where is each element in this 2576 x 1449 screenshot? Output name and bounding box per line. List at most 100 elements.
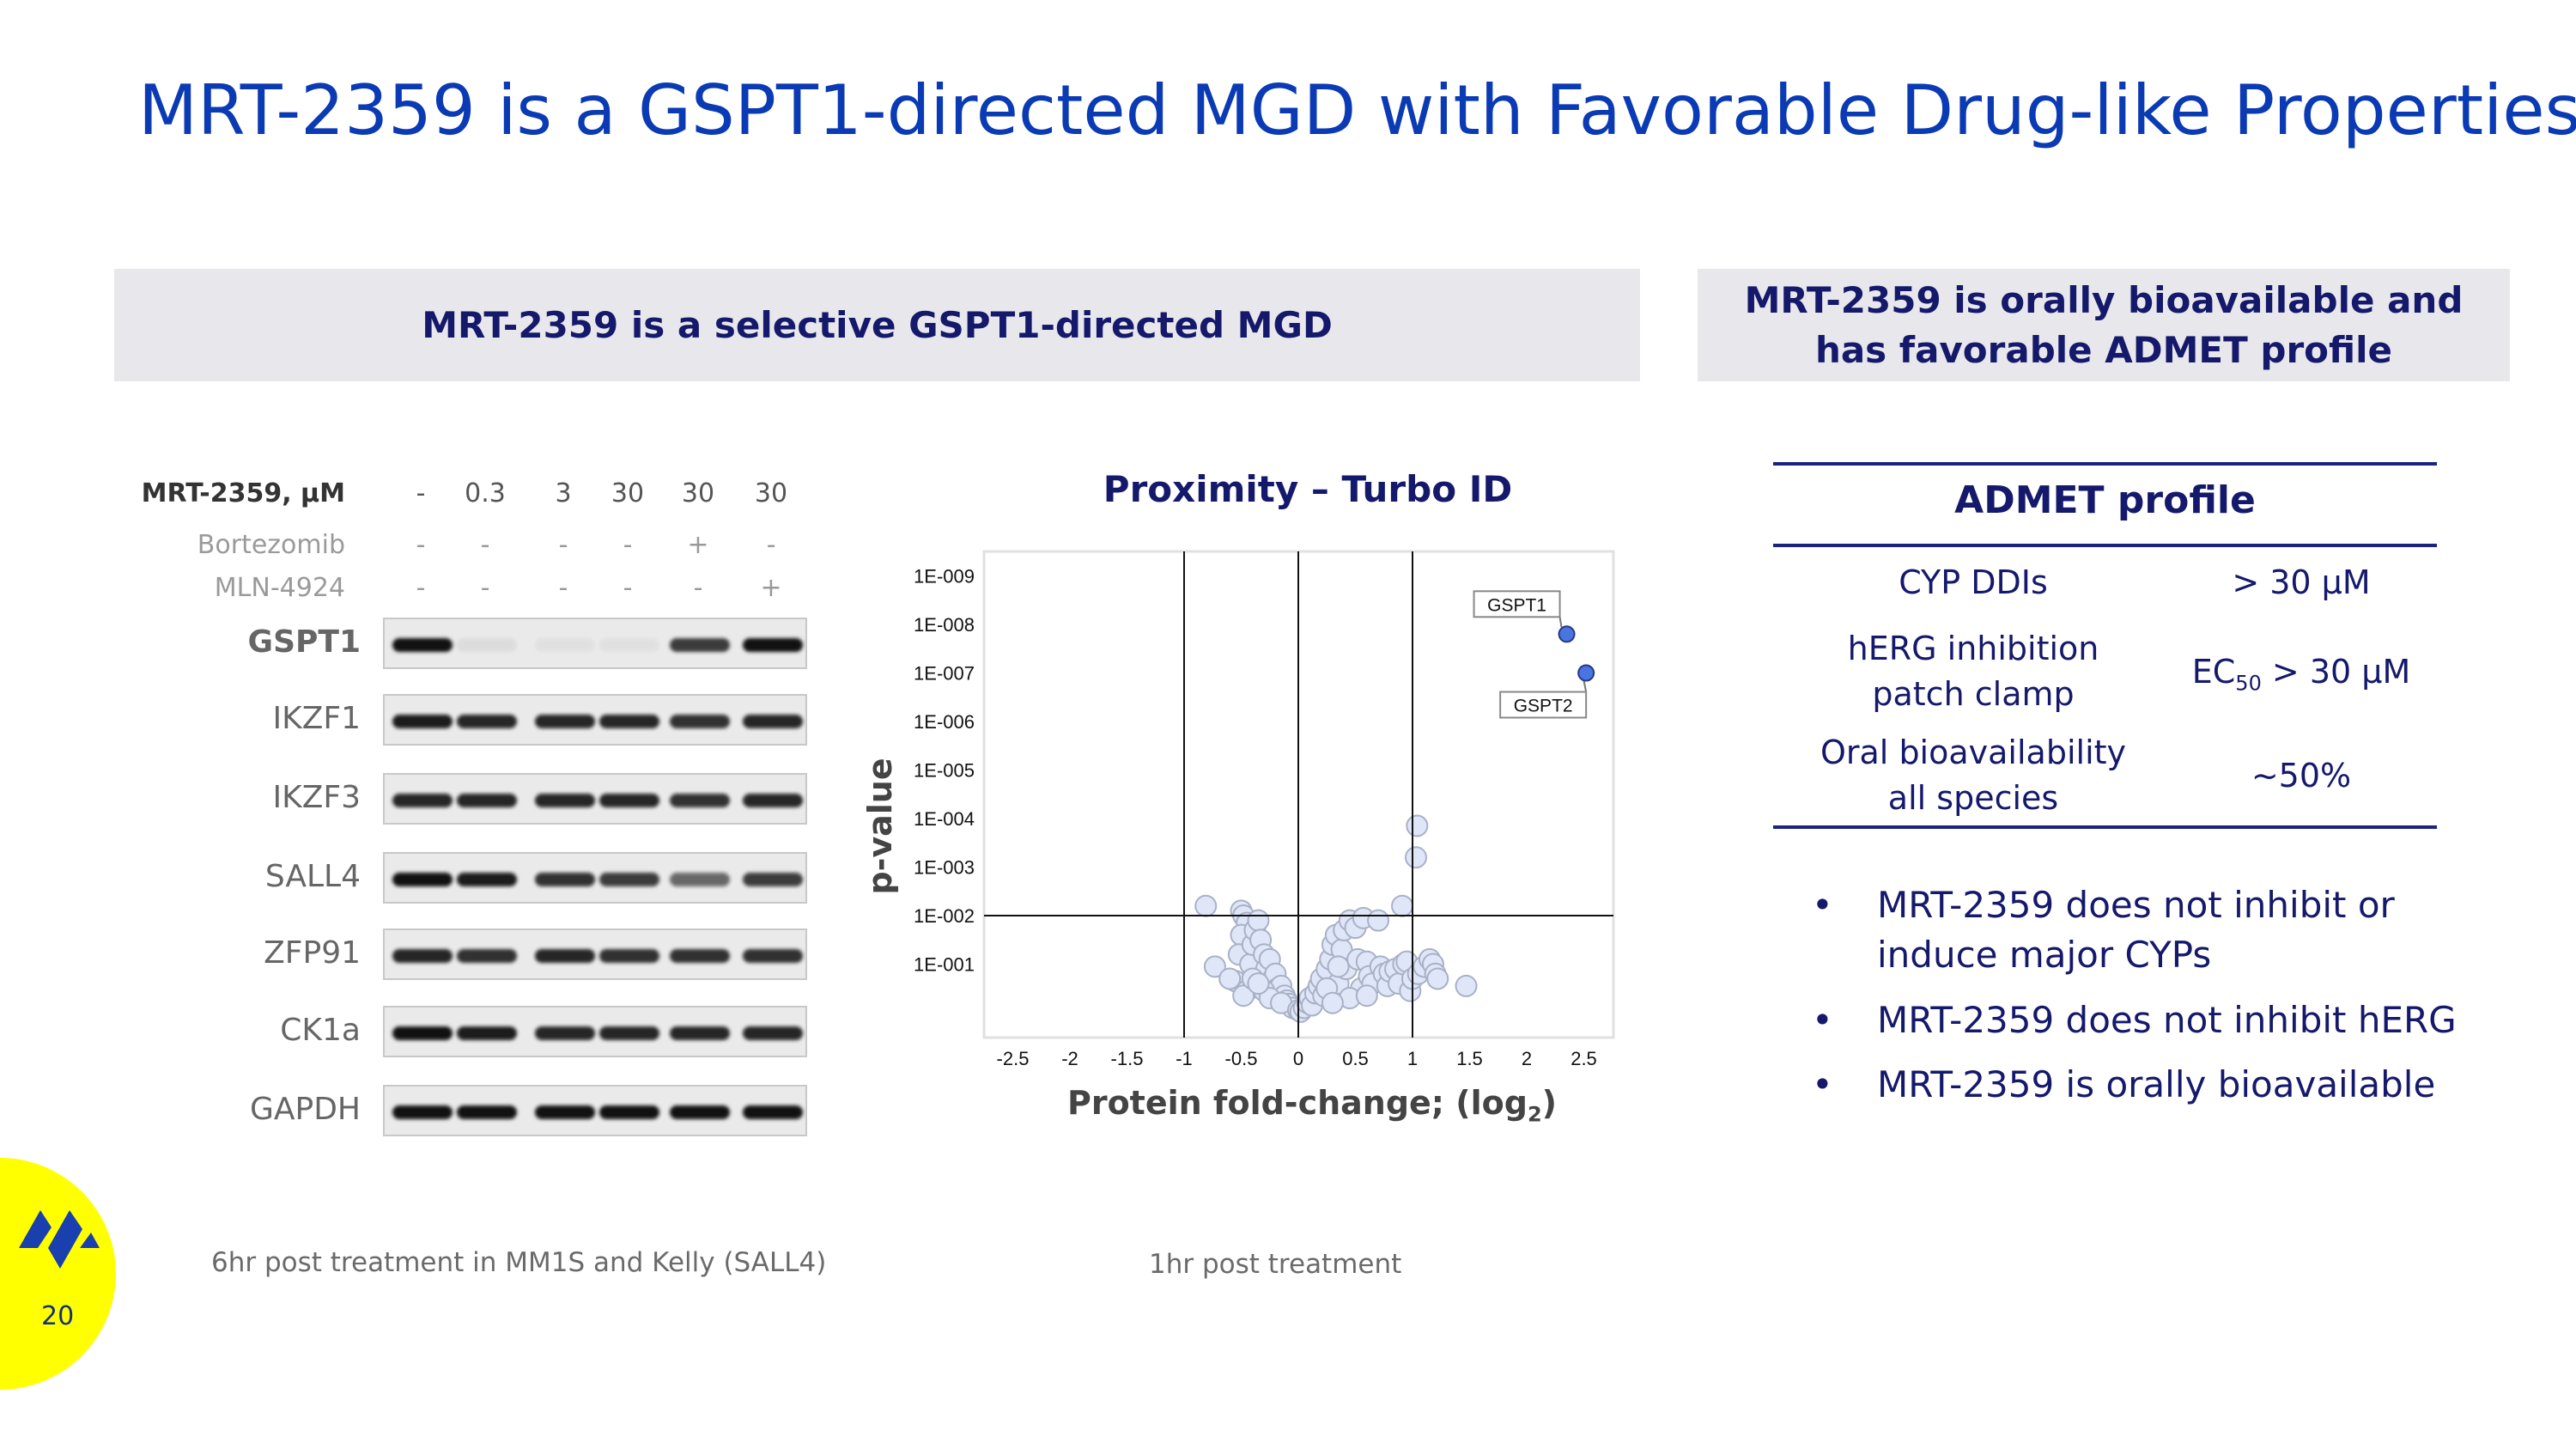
lane-value: - [558,530,568,560]
left-section-header-text: MRT-2359 is a selective GSPT1-directed M… [422,303,1333,346]
protein-band [535,873,595,886]
right-section-header: MRT-2359 is orally bioavailable and has … [1698,269,2510,381]
lane-value: - [416,573,426,603]
x-axis-label: Protein fold-change; (log2) [1067,1084,1557,1127]
data-point [1404,846,1427,869]
right-header-line1: MRT-2359 is orally bioavailable and [1744,278,2464,321]
x-tick-label: -2.5 [997,1048,1030,1069]
volcano-footnote: 1hr post treatment [1149,1249,1402,1280]
blot-row-header: Bortezomib [197,530,345,560]
row-oral-label1: Oral bioavailability [1820,734,2127,771]
left-section-header: MRT-2359 is a selective GSPT1-directed M… [114,269,1640,381]
x-tick-label: 0 [1293,1048,1303,1069]
protein-band [457,949,517,963]
x-tick-label: -0.5 [1225,1048,1258,1069]
x-axis-label-end: ) [1541,1084,1558,1122]
protein-band [670,638,730,652]
y-tick-label: 1E-008 [914,614,975,636]
point-label: GSPT1 [1487,595,1546,615]
protein-band [392,794,453,807]
row-herg-value: EC50 > 30 µM [2147,649,2456,707]
table-top-rule [1773,462,2437,466]
protein-band [392,715,453,728]
protein-band [743,1026,803,1040]
row-cyp-label: CYP DDIs [1899,563,2048,601]
data-point [1321,991,1344,1014]
data-point [1355,984,1378,1008]
row-oral-label: Oral bioavailability all species [1819,730,2128,821]
table-bottom-rule [1773,825,2437,829]
blot-strip [383,694,807,746]
lane-value: - [480,573,490,603]
data-point [1203,955,1226,978]
lane-value: - [623,530,633,560]
data-point [1218,967,1242,990]
protein-band [743,638,803,652]
slide-title: MRT-2359 is a GSPT1-directed MGD with Fa… [138,70,2576,150]
data-point [1194,894,1218,917]
blot-strip [383,928,807,980]
y-tick-label: 1E-005 [914,760,975,782]
protein-band [599,794,659,807]
protein-band [535,715,595,728]
point-label-box [1473,590,1561,618]
x-tick-label: 2 [1522,1048,1532,1069]
lane-value: - [416,530,426,560]
bullet-2: MRT-2359 does not inhibit hERG [1877,999,2457,1041]
protein-band [457,1026,517,1040]
protein-band [599,1026,659,1040]
lane-value: 30 [611,478,645,508]
protein-band [457,794,517,807]
row-herg-label2: patch clamp [1872,675,2075,713]
protein-band [457,1105,517,1119]
protein-band [743,949,803,963]
lane-value: + [687,530,709,560]
blot-strip [383,1006,807,1057]
blot-row-header: MRT-2359, µM [141,478,345,508]
y-tick-label: 1E-006 [914,711,975,733]
protein-label: GSPT1 [247,624,361,660]
protein-band [670,715,730,728]
protein-band [599,715,659,728]
blot-footnote: 6hr post treatment in MM1S and Kelly (SA… [211,1247,827,1278]
protein-band [599,638,659,652]
blot-strip [383,773,807,825]
x-tick-label: 1.5 [1456,1048,1483,1069]
y-tick-label: 1E-001 [914,954,975,976]
protein-band [392,949,453,963]
x-tick-label: -1 [1176,1048,1193,1069]
point-label: GSPT2 [1514,697,1573,716]
protein-band [535,794,595,807]
x-tick-label: 0.5 [1342,1048,1369,1069]
chart-title: Proximity – Turbo ID [1103,468,1513,510]
protein-band [392,1026,453,1040]
protein-label: IKZF1 [272,701,361,736]
lane-value: - [766,530,776,560]
protein-label: IKZF3 [272,780,361,815]
protein-band [392,638,453,652]
company-logo-icon [19,1210,100,1269]
lane-value: - [693,573,703,603]
data-point [1426,967,1449,990]
lane-value: 3 [555,478,572,508]
protein-band [392,873,453,886]
protein-band [535,638,595,652]
lane-value: - [558,573,568,603]
data-point [1247,972,1270,995]
data-point [1232,984,1255,1008]
highlighted-point [1577,664,1595,682]
blot-strip [383,1085,807,1136]
y-tick-label: 1E-007 [914,663,975,685]
protein-band [535,1026,595,1040]
table-header-rule [1773,544,2437,547]
highlighted-point [1558,625,1576,643]
data-point [1391,894,1414,917]
protein-band [457,638,517,652]
point-label-box [1499,691,1588,719]
y-tick-label: 1E-004 [914,808,975,830]
protein-label: SALL4 [264,859,361,894]
bullet-3: MRT-2359 is orally bioavailable [1877,1063,2436,1105]
protein-band [599,1105,659,1119]
page-number: 20 [41,1301,75,1331]
